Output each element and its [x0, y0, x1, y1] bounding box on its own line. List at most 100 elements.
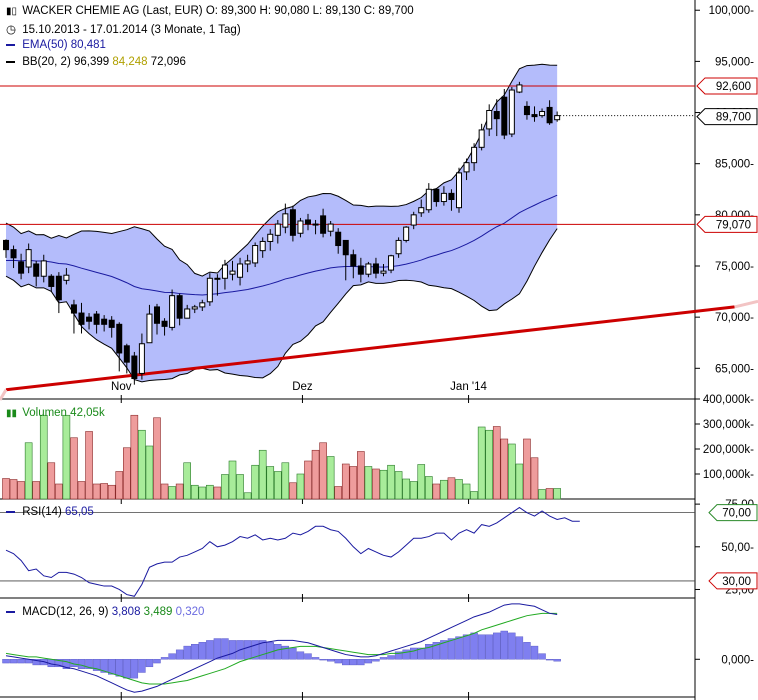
candle-up [403, 226, 410, 241]
macd-lines [2, 603, 561, 693]
macd-histogram-bar [410, 647, 418, 660]
last-price-tag-box [696, 108, 758, 126]
volume-bar [500, 438, 509, 500]
ema-value: 80,481 [70, 39, 106, 51]
rsi-upper-tag: 70,00 [722, 508, 751, 520]
price-axis-label: 70,000- [715, 312, 754, 324]
candle-up [282, 213, 289, 228]
candle-up [478, 129, 485, 148]
macd-histogram-bar [379, 657, 388, 660]
candle-up [244, 260, 251, 265]
volume-bar [311, 449, 320, 500]
candle-up [456, 172, 462, 209]
candle-down [342, 239, 349, 256]
volume-bar [477, 426, 486, 500]
candle-up [221, 264, 228, 279]
rsi-lower-tag: 30,00 [722, 576, 751, 588]
macd-histogram-bar [281, 645, 290, 660]
candle-down [70, 304, 77, 314]
candle-down [372, 263, 379, 274]
macd-histogram-bar [138, 659, 146, 673]
volume-bar [160, 483, 169, 500]
volume-bar [273, 471, 282, 500]
candle-up [297, 220, 304, 234]
macd-histogram-bar [500, 630, 508, 660]
bb-swatch-icon [6, 60, 15, 63]
candle-down [123, 345, 130, 363]
macd-histogram-bar [191, 644, 199, 660]
bb-lower: 72,096 [150, 56, 186, 68]
hist-value: 0,320 [175, 606, 205, 618]
macd-histogram-bar [425, 644, 433, 660]
candle-down [93, 313, 100, 325]
macd-histogram-bar [304, 653, 312, 660]
macd-histogram-bar [530, 645, 539, 660]
macd-histogram-bar [221, 638, 229, 660]
volume-bar [206, 484, 214, 500]
macd-histogram-bar [77, 659, 86, 669]
volume-bar [417, 464, 426, 500]
volume-bar [47, 462, 56, 500]
volume-bar [62, 414, 71, 500]
candle-down [531, 114, 538, 118]
volume-bars [2, 414, 561, 500]
macd-histogram-bar [115, 659, 123, 677]
resistance-tag-box [696, 77, 758, 95]
volume-bar [153, 417, 161, 500]
candle-down [18, 261, 25, 274]
macd-histogram-bar [228, 640, 237, 660]
volume-bar [462, 483, 471, 500]
rsi-legend[interactable]: RSI(14) 65,05 [6, 506, 94, 518]
bb-upper: 96,399 [73, 56, 110, 68]
bb-mid: 84,248 [112, 56, 148, 68]
volume-axis-label: 300,000k- [703, 419, 754, 431]
volume-bar [455, 479, 463, 500]
macd-histogram-bar [55, 659, 63, 668]
candle-up [25, 249, 32, 268]
volume-bar [530, 457, 539, 500]
candle-down [86, 316, 93, 322]
bb-label: BB(20, 2) [22, 56, 71, 68]
ema-legend[interactable]: EMA(50) 80,481 [6, 39, 106, 51]
macd-histogram-bar [447, 638, 456, 660]
volume-bar [289, 482, 297, 500]
candle-up [229, 270, 236, 275]
candle-down [154, 306, 160, 324]
candle-down [10, 249, 17, 259]
bars-icon: ▮▯ [6, 6, 18, 17]
macd-histogram-bar [251, 640, 259, 660]
ema-label: EMA(50) [22, 39, 68, 51]
rsi-axis-label: 50,00- [721, 542, 754, 554]
volume-label: Volumen [22, 407, 67, 419]
bb-legend[interactable]: BB(20, 2) 96,399 84,248 72,096 [6, 56, 186, 68]
volume-bar [349, 466, 358, 500]
candle-down [176, 295, 183, 319]
volume-axis-label: 200,000k- [703, 444, 754, 456]
macd-legend[interactable]: MACD(12, 26, 9) 3,808 3,489 0,320 [6, 606, 204, 618]
volume-bar [32, 481, 41, 500]
volume-bar [440, 479, 448, 500]
axes: 100,000-95,000-90,000-85,000-80,000-75,0… [111, 5, 758, 666]
volume-bar [85, 431, 93, 500]
candle-up [463, 162, 470, 173]
volume-bar [304, 460, 312, 500]
macd-histogram-bar [100, 659, 108, 673]
rsi-swatch-icon [6, 510, 15, 513]
candle-up [380, 270, 387, 274]
volume-bar [515, 463, 524, 500]
volume-bar [228, 460, 237, 500]
candle-down [501, 96, 508, 136]
volume-bar [258, 449, 267, 500]
volume-bar [538, 489, 546, 500]
volume-bar [334, 486, 343, 500]
candle-up [184, 308, 191, 319]
macd-axis-label: 0,000- [721, 654, 754, 666]
macd-histogram-bar [402, 649, 410, 660]
volume-bar [175, 483, 184, 500]
macd-histogram-bar [515, 636, 524, 660]
candle-down [214, 277, 221, 280]
volume-legend[interactable]: ▮▮ Volumen 42,05k [6, 407, 105, 419]
candle-up [418, 207, 425, 214]
candle-up [169, 295, 176, 328]
